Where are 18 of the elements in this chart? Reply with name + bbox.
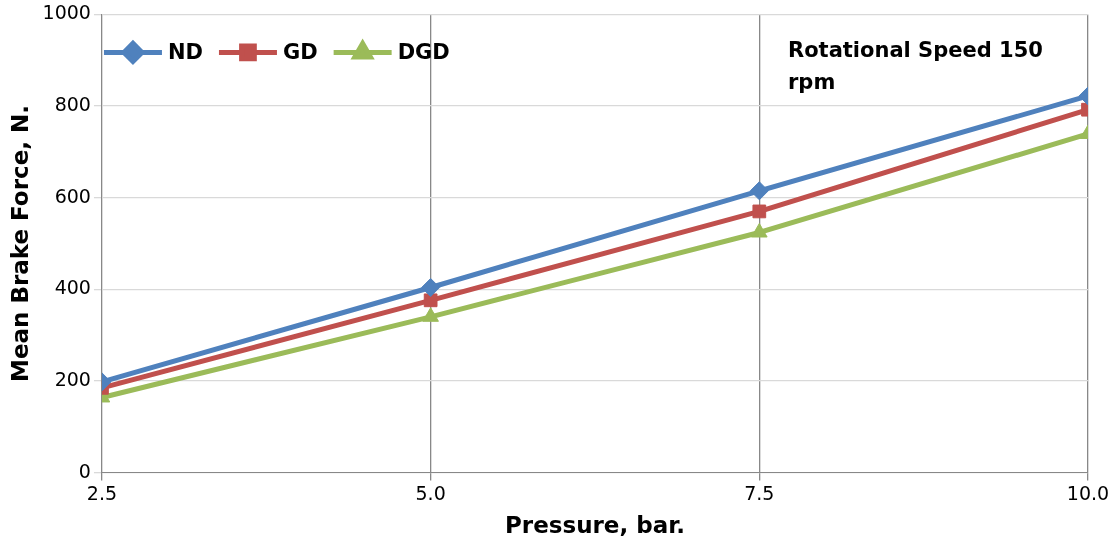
x-tick-label: 7.5 [744, 481, 775, 504]
x-tick-label: 2.5 [86, 481, 118, 504]
legend-label: ND [167, 39, 203, 64]
x-tick-label: 10.0 [1066, 481, 1110, 504]
y-tick-label: 0 [78, 459, 91, 482]
point [751, 223, 768, 238]
y-tick-label: 200 [54, 367, 91, 390]
legend-label: DGD [397, 39, 450, 64]
x-axis-title: Pressure, bar. [504, 512, 685, 539]
y-tick-label: 400 [54, 276, 91, 299]
annotation: Rotational Speed 150 rpm [788, 37, 1044, 97]
point [422, 307, 439, 322]
y-tick-label: 600 [54, 184, 91, 207]
y-tick-label: 1000 [42, 1, 91, 24]
legend-label: GD [282, 39, 318, 64]
x-tick-label: 5.0 [415, 481, 446, 504]
y-tick-label: 800 [54, 92, 91, 115]
y-axis-title: Mean Brake Force, N. [6, 105, 33, 382]
